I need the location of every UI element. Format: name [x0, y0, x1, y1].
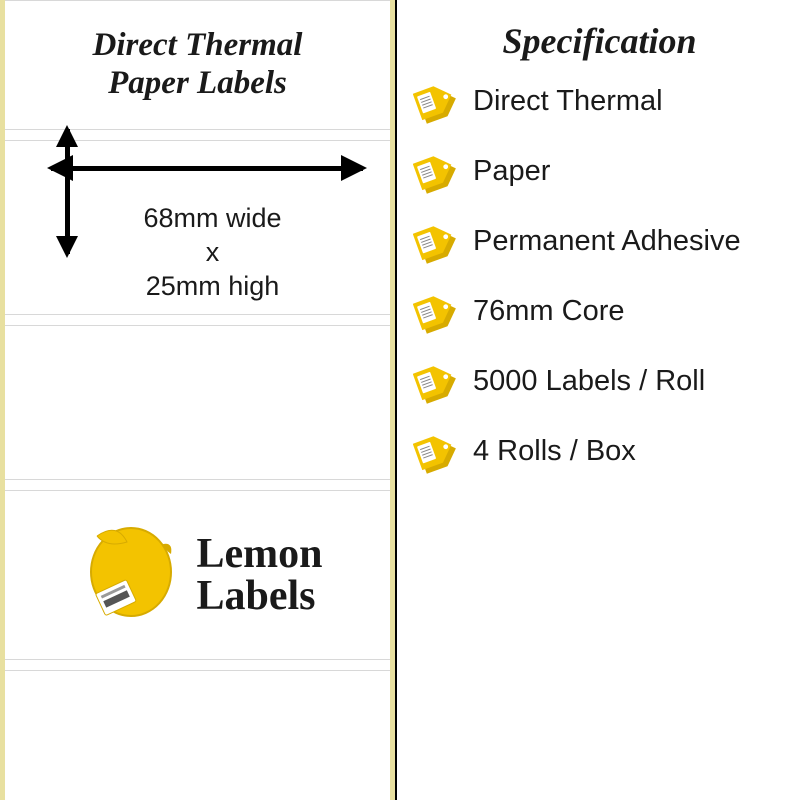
width-text: 68mm wide: [143, 203, 281, 233]
spec-list: Direct Thermal Paper Permanent Adhesive …: [399, 78, 800, 476]
spec-text: Paper: [473, 155, 550, 188]
tag-icon: [413, 288, 461, 336]
blank-panel: [5, 325, 390, 480]
tag-icon: [413, 358, 461, 406]
height-text: 25mm high: [146, 271, 280, 301]
width-arrow-icon: [51, 166, 363, 171]
tag-icon: [413, 148, 461, 196]
column-divider: [395, 0, 397, 800]
spec-item: 5000 Labels / Roll: [413, 358, 790, 406]
spec-text: Permanent Adhesive: [473, 225, 741, 258]
title-line1: Direct Thermal: [93, 27, 303, 63]
spec-column: Specification Direct Thermal Paper Perma…: [395, 0, 800, 800]
dimensions-panel: 68mm wide x 25mm high: [5, 140, 390, 315]
title-line2: Paper Labels: [108, 65, 287, 101]
dimension-arrows: [33, 151, 363, 196]
spec-text: 5000 Labels / Roll: [473, 365, 705, 398]
tag-icon: [413, 218, 461, 266]
tail-panel: [5, 670, 390, 780]
tag-icon: [413, 428, 461, 476]
product-title-panel: Direct Thermal Paper Labels: [5, 0, 390, 130]
brand-panel: Lemon Labels: [5, 490, 390, 660]
spec-text: 76mm Core: [473, 295, 625, 328]
lemon-labels-logo-icon: [73, 520, 183, 630]
spec-heading: Specification: [399, 20, 800, 62]
tag-icon: [413, 78, 461, 126]
brand-line1: Lemon: [197, 531, 323, 577]
spec-item: Direct Thermal: [413, 78, 790, 126]
spec-item: 4 Rolls / Box: [413, 428, 790, 476]
brand-line2: Labels: [197, 573, 316, 619]
spec-text: Direct Thermal: [473, 85, 663, 118]
label-stack: Direct Thermal Paper Labels 68mm wide x …: [0, 0, 395, 800]
dim-sep: x: [206, 237, 220, 267]
spec-item: 76mm Core: [413, 288, 790, 336]
spec-text: 4 Rolls / Box: [473, 435, 636, 468]
spec-item: Permanent Adhesive: [413, 218, 790, 266]
spec-item: Paper: [413, 148, 790, 196]
height-arrow-icon: [65, 129, 70, 254]
